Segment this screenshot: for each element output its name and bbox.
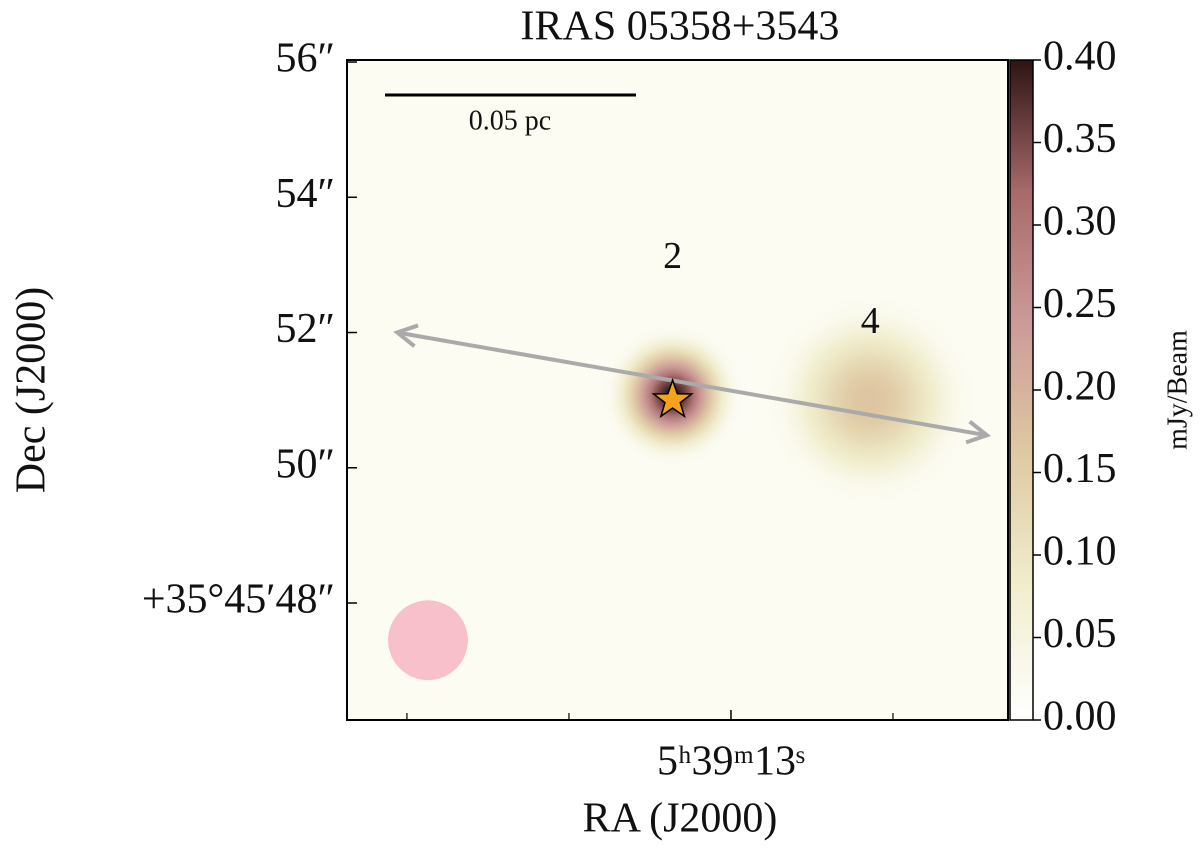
colorbar-label: mJy/Beam <box>1162 330 1193 450</box>
arrow-head <box>965 420 992 445</box>
direction-arrow <box>396 330 988 438</box>
star-marker <box>651 377 694 419</box>
plot-frame <box>346 59 1009 721</box>
colorbar-tick-label: 0.30 <box>1043 199 1117 245</box>
y-tick-label: 56″ <box>276 36 336 82</box>
y-tick-label: +35°45′48″ <box>142 577 335 623</box>
colorbar-tick-label: 0.10 <box>1043 529 1117 575</box>
y-tick-label: 52″ <box>276 306 336 352</box>
source-label: 4 <box>861 300 880 342</box>
scale-bar-label: 0.05 pc <box>469 105 551 136</box>
colorbar-tick-label: 0.40 <box>1043 34 1117 80</box>
x-axis-label: RA (J2000) <box>583 796 778 842</box>
colorbar-tick-label: 0.25 <box>1043 281 1117 327</box>
source-label: 2 <box>663 235 682 277</box>
colorbar-tick-label: 0.20 <box>1043 364 1117 410</box>
colorbar <box>1009 59 1034 721</box>
y-axis-label: Dec (J2000) <box>9 287 55 493</box>
colorbar-tick-label: 0.35 <box>1043 116 1117 162</box>
y-tick-label: 50″ <box>276 441 336 487</box>
colorbar-tick-label: 0.15 <box>1043 446 1117 492</box>
arrow-head <box>393 323 419 348</box>
colorbar-tick-label: 0.05 <box>1043 611 1117 657</box>
colorbar-tick-label: 0.00 <box>1043 694 1117 740</box>
chart-title: IRAS 05358+3543 <box>521 4 840 50</box>
source-emission <box>718 247 1023 553</box>
beam <box>388 600 468 681</box>
x-tick-label: 5ʰ39ᵐ13ˢ <box>657 739 805 785</box>
y-tick-label: 54″ <box>276 171 336 217</box>
